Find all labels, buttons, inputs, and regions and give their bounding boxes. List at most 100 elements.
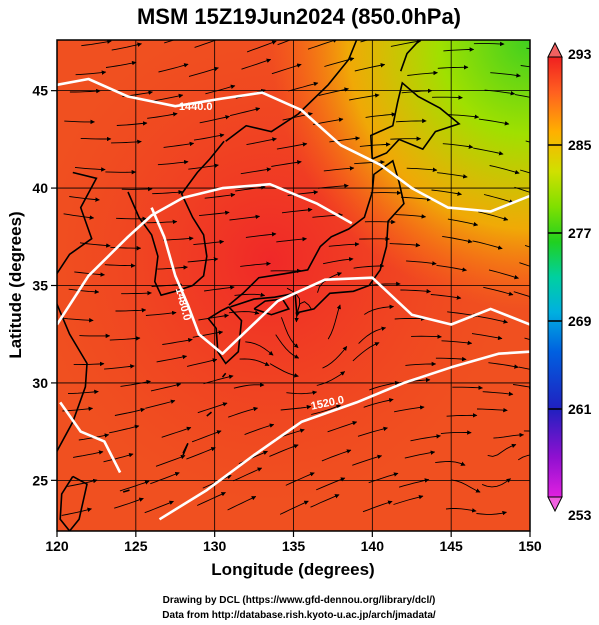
streamline bbox=[151, 282, 183, 287]
y-tick-label: 25 bbox=[32, 472, 48, 488]
streamline bbox=[281, 207, 313, 214]
chart-title: MSM 15Z19Jun2024 (850.0hPa) bbox=[137, 4, 461, 29]
streamline bbox=[435, 461, 466, 466]
streamline bbox=[269, 444, 299, 457]
y-axis-label: Latitude (degrees) bbox=[6, 211, 25, 358]
x-tick-label: 135 bbox=[282, 538, 306, 554]
streamline bbox=[369, 281, 401, 287]
streamline bbox=[152, 189, 183, 195]
streamline bbox=[389, 242, 421, 248]
streamline bbox=[240, 261, 271, 267]
colorbar-tick-label: 285 bbox=[568, 137, 592, 153]
streamline bbox=[357, 426, 388, 437]
streamline bbox=[395, 214, 427, 219]
streamline bbox=[240, 167, 272, 175]
streamline bbox=[452, 385, 483, 391]
streamline bbox=[318, 87, 349, 96]
streamline bbox=[327, 304, 341, 340]
streamline bbox=[353, 263, 385, 269]
streamline bbox=[235, 185, 266, 192]
streamline bbox=[271, 160, 302, 167]
streamline bbox=[363, 398, 394, 408]
streamline bbox=[443, 47, 475, 52]
streamline bbox=[441, 340, 473, 346]
streamline bbox=[120, 379, 151, 387]
streamline bbox=[145, 310, 177, 316]
streamline bbox=[186, 358, 218, 367]
streamline bbox=[431, 189, 462, 196]
streamline bbox=[406, 260, 437, 266]
streamline bbox=[484, 89, 516, 96]
streamline bbox=[285, 472, 315, 486]
streamline bbox=[526, 47, 530, 50]
y-axis-ticks: 25 30 35 40 45 bbox=[32, 83, 57, 488]
streamline bbox=[229, 107, 261, 117]
streamline bbox=[359, 142, 391, 147]
streamline bbox=[316, 477, 346, 491]
x-tick-label: 145 bbox=[439, 538, 463, 554]
coastline bbox=[253, 298, 291, 316]
y-tick-label: 45 bbox=[32, 83, 48, 99]
streamline bbox=[114, 497, 144, 509]
streamline bbox=[227, 495, 257, 511]
streamline bbox=[483, 194, 514, 204]
streamline bbox=[204, 192, 236, 199]
streamline bbox=[109, 336, 141, 341]
colorbar-ticks: 293 285 277 269 261 253 bbox=[548, 46, 592, 523]
streamline bbox=[482, 391, 514, 397]
streamline bbox=[79, 242, 111, 248]
streamline bbox=[193, 133, 225, 141]
streamline bbox=[163, 141, 195, 148]
streamline bbox=[280, 317, 299, 349]
coastline bbox=[207, 306, 243, 365]
streamline bbox=[401, 88, 433, 94]
streamline bbox=[161, 426, 192, 438]
streamline bbox=[321, 449, 352, 462]
streamline bbox=[150, 472, 180, 485]
credit-drawing: Drawing by DCL (https://www.gfd-dennou.o… bbox=[163, 595, 436, 606]
streamline bbox=[525, 140, 530, 143]
streamline bbox=[311, 404, 341, 415]
streamline bbox=[368, 472, 399, 484]
streamline bbox=[64, 119, 95, 125]
streamline bbox=[192, 330, 224, 338]
streamline bbox=[520, 65, 530, 68]
streamline bbox=[405, 361, 437, 367]
streamline bbox=[234, 292, 266, 298]
streamline bbox=[327, 421, 358, 433]
streamline bbox=[440, 430, 472, 435]
streamline bbox=[194, 40, 225, 48]
streamline bbox=[477, 315, 508, 324]
x-tick-label: 120 bbox=[45, 538, 69, 554]
streamline bbox=[322, 346, 348, 369]
streamline bbox=[228, 406, 259, 418]
height-contour bbox=[57, 182, 353, 326]
streamline bbox=[116, 216, 147, 222]
streamline bbox=[204, 285, 235, 292]
streamline bbox=[286, 390, 318, 395]
streamline bbox=[400, 196, 432, 202]
streamline bbox=[352, 342, 380, 362]
streamline bbox=[119, 480, 150, 492]
streamline bbox=[394, 405, 425, 413]
streamline bbox=[80, 136, 112, 142]
streamline bbox=[362, 500, 393, 513]
streamline bbox=[514, 94, 530, 98]
streamline bbox=[116, 121, 148, 126]
streamline bbox=[407, 70, 438, 76]
streamline bbox=[187, 257, 219, 263]
streamline bbox=[63, 213, 95, 220]
streamline bbox=[518, 366, 530, 372]
streamline bbox=[188, 66, 219, 77]
streamline bbox=[74, 166, 106, 172]
streamline bbox=[286, 287, 301, 318]
streamline bbox=[197, 402, 228, 414]
streamline bbox=[229, 214, 261, 221]
streamline bbox=[442, 235, 473, 244]
streamline bbox=[410, 434, 441, 442]
streamline bbox=[239, 358, 270, 367]
streamline bbox=[476, 510, 507, 516]
streamline bbox=[323, 166, 355, 172]
streamline bbox=[473, 41, 505, 47]
